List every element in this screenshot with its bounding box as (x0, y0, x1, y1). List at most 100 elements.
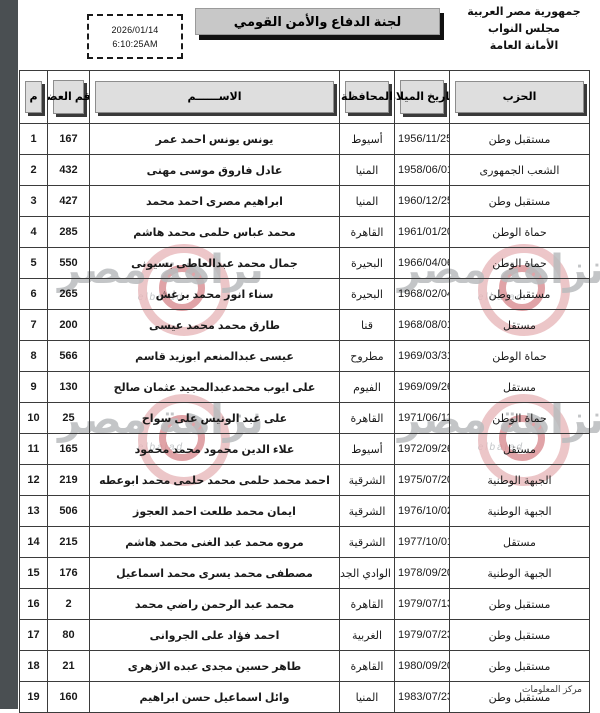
committee-title-banner: لجنة الدفاع والأمن القومي (195, 8, 440, 35)
cell-gov: الشرقية (339, 526, 395, 558)
cell-dob: 1978/09/20 (394, 557, 450, 589)
print-date: 2026/01/14 (111, 24, 159, 35)
cell-gov: أسيوط (339, 123, 395, 155)
cell-dob: 1983/07/23 (394, 681, 450, 713)
cell-name: وائل اسماعيل حسن ابراهيم (89, 681, 340, 713)
cell-gov: البحيرة (339, 247, 395, 279)
cell-name: احمد فؤاد على الجروانى (89, 619, 340, 651)
cell-num: 550 (47, 247, 90, 279)
members-table-wrap: الحزب تاريخ الميلاد المحافظة الاســــــم… (19, 70, 590, 713)
table-header-row: الحزب تاريخ الميلاد المحافظة الاســــــم… (19, 70, 590, 124)
header-cell-gov: المحافظة (339, 70, 395, 124)
table-row: الشعب الجمهورى 1958/06/01 المنيا عادل فاروق… (19, 154, 590, 186)
cell-num: 432 (47, 154, 90, 186)
header-cell-name: الاســــــم (89, 70, 340, 124)
members-table: الحزب تاريخ الميلاد المحافظة الاســــــم… (19, 70, 590, 713)
cell-dob: 1976/10/02 (394, 495, 450, 527)
cell-seq: 7 (19, 309, 48, 341)
cell-seq: 16 (19, 588, 48, 620)
cell-party: مستقل (449, 526, 590, 558)
cell-num: 285 (47, 216, 90, 248)
cell-party: مستقل (449, 371, 590, 403)
cell-seq: 19 (19, 681, 48, 713)
cell-seq: 10 (19, 402, 48, 434)
cell-dob: 1971/06/11 (394, 402, 450, 434)
cell-num: 427 (47, 185, 90, 217)
table-row: الجبهة الوطنية 1975/07/20 الشرقية احمد محمد… (19, 464, 590, 496)
cell-dob: 1968/02/04 (394, 278, 450, 310)
header-label-gov[interactable]: المحافظة (341, 81, 393, 113)
cell-party: حماة الوطن (449, 247, 590, 279)
cell-gov: القاهرة (339, 588, 395, 620)
cell-num: 167 (47, 123, 90, 155)
table-row: مستقل 1972/09/26 أسيوط علاء الدين محمود محم… (19, 433, 590, 465)
cell-gov: المنيا (339, 681, 395, 713)
org-line-country: جمهورية مصر العربية (467, 6, 581, 18)
cell-num: 2 (47, 588, 90, 620)
cell-name: جمال محمد عبدالعاطى بسيونى (89, 247, 340, 279)
cell-seq: 9 (19, 371, 48, 403)
table-row: مستقل 1968/08/01 قنا طارق محمد محمد عيسى 200… (19, 309, 590, 341)
organization-block: جمهورية مصر العربية مجلس النواب الأمانة … (454, 4, 594, 55)
org-line-secretariat: الأمانة العامة (489, 40, 559, 53)
page-gutter[interactable] (0, 0, 18, 709)
table-row: مستقبل وطن 1979/07/13 القاهرة محمد عبد الرح… (19, 588, 590, 620)
cell-dob: 1968/08/01 (394, 309, 450, 341)
table-row: حماة الوطن 1966/04/06 البحيرة جمال محمد عبد… (19, 247, 590, 279)
cell-num: 215 (47, 526, 90, 558)
cell-party: مستقل (449, 433, 590, 465)
cell-name: على ايوب محمدعبدالمجيد عثمان صالح (89, 371, 340, 403)
cell-name: على عبد الونيس على سواح (89, 402, 340, 434)
table-row: مستقبل وطن 1980/09/20 القاهرة طاهر حسين مجد… (19, 650, 590, 682)
cell-num: 506 (47, 495, 90, 527)
cell-seq: 4 (19, 216, 48, 248)
header-label-num[interactable]: رقم العضو (49, 80, 89, 114)
cell-seq: 15 (19, 557, 48, 589)
table-row: الجبهة الوطنية 1976/10/02 الشرقية ايمان محم… (19, 495, 590, 527)
cell-party: مستقل (449, 309, 590, 341)
cell-dob: 1975/07/20 (394, 464, 450, 496)
table-row: مستقبل وطن 1979/07/23 الغربية احمد فؤاد على… (19, 619, 590, 651)
cell-seq: 3 (19, 185, 48, 217)
header-label-seq[interactable]: م (25, 81, 42, 113)
cell-party: حماة الوطن (449, 402, 590, 434)
cell-seq: 5 (19, 247, 48, 279)
cell-gov: الوادي الجديد (339, 557, 395, 589)
cell-gov: القاهرة (339, 216, 395, 248)
cell-name: سناء انور محمد برغش (89, 278, 340, 310)
cell-seq: 18 (19, 650, 48, 682)
cell-num: 566 (47, 340, 90, 372)
cell-dob: 1979/07/23 (394, 619, 450, 651)
cell-name: ابراهيم مصرى احمد محمد (89, 185, 340, 217)
cell-seq: 17 (19, 619, 48, 651)
cell-dob: 1972/09/26 (394, 433, 450, 465)
cell-dob: 1960/12/25 (394, 185, 450, 217)
header-label-party[interactable]: الحزب (455, 81, 584, 113)
cell-dob: 1980/09/20 (394, 650, 450, 682)
cell-gov: المنيا (339, 185, 395, 217)
cell-name: مروه محمد عبد الغنى محمد هاشم (89, 526, 340, 558)
cell-name: احمد محمد حلمى محمد حلمى محمد ابوعطه (89, 464, 340, 496)
cell-dob: 1966/04/06 (394, 247, 450, 279)
cell-dob: 1977/10/01 (394, 526, 450, 558)
table-row: مستقبل وطن 1960/12/25 المنيا ابراهيم مصرى ا… (19, 185, 590, 217)
header-label-name[interactable]: الاســــــم (95, 81, 334, 113)
cell-num: 130 (47, 371, 90, 403)
table-row: مستقل 1977/10/01 الشرقية مروه محمد عبد الغن… (19, 526, 590, 558)
page-title: لجنة الدفاع والأمن القومي (233, 13, 402, 29)
cell-name: محمد عبد الرحمن راضي محمد (89, 588, 340, 620)
cell-dob: 1969/03/31 (394, 340, 450, 372)
cell-gov: الشرقية (339, 495, 395, 527)
header-label-dob[interactable]: تاريخ الميلاد (396, 80, 449, 114)
cell-party: الجبهة الوطنية (449, 464, 590, 496)
cell-seq: 2 (19, 154, 48, 186)
table-row: مستقبل وطن 1956/11/25 أسيوط يونس يونس احمد … (19, 123, 590, 155)
cell-party: مستقبل وطن (449, 278, 590, 310)
cell-num: 265 (47, 278, 90, 310)
cell-gov: القاهرة (339, 650, 395, 682)
table-row: حماة الوطن 1961/01/20 القاهرة محمد عباس حلم… (19, 216, 590, 248)
cell-seq: 11 (19, 433, 48, 465)
cell-name: يونس يونس احمد عمر (89, 123, 340, 155)
cell-dob: 1961/01/20 (394, 216, 450, 248)
